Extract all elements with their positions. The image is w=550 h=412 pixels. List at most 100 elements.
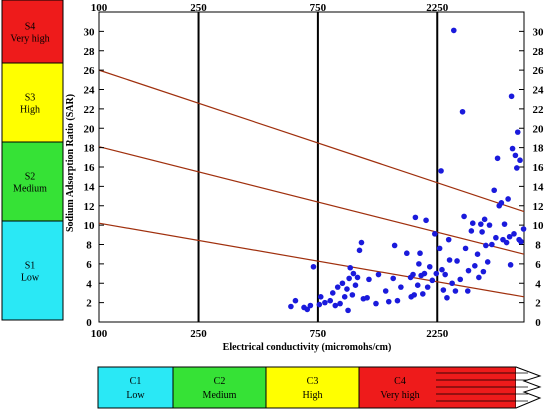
data-point xyxy=(506,233,513,240)
y-tick-label-right: 6 xyxy=(535,259,541,271)
data-point xyxy=(373,300,379,307)
y-tick-label-left: 6 xyxy=(86,259,92,271)
y-tick-label-left: 10 xyxy=(84,220,96,232)
data-point xyxy=(332,302,339,309)
y-tick-label-left: 12 xyxy=(84,201,96,213)
sodium-band-code: S4 xyxy=(25,22,36,33)
data-point xyxy=(341,294,348,300)
data-point xyxy=(433,270,440,277)
data-point xyxy=(444,294,450,301)
data-point xyxy=(465,267,472,274)
data-point xyxy=(478,221,484,227)
plot-frame xyxy=(98,11,525,323)
data-point xyxy=(503,239,510,246)
c4-arrow-icon xyxy=(436,366,542,409)
sodium-band-label: Low xyxy=(21,273,40,284)
data-point xyxy=(414,282,421,288)
data-point xyxy=(417,250,423,257)
data-point xyxy=(390,275,397,282)
sodium-band-s1 xyxy=(1,220,64,321)
salinity-band-c3 xyxy=(265,366,360,409)
y-tick-label-right: 30 xyxy=(533,26,545,38)
x-tick-label: 750 xyxy=(310,328,327,340)
data-point xyxy=(474,251,481,257)
data-point xyxy=(514,129,521,135)
y-tick-label-right: 28 xyxy=(533,46,545,58)
y-tick-label-right: 12 xyxy=(533,201,545,213)
data-point xyxy=(412,214,419,221)
data-point xyxy=(483,242,489,249)
data-point xyxy=(439,266,445,273)
sodium-band-code: S2 xyxy=(25,172,36,183)
salinity-band-c1 xyxy=(97,366,174,409)
y-tick-label-right: 26 xyxy=(533,65,545,77)
sar-boundary-line xyxy=(98,69,525,213)
y-tick-label-right: 20 xyxy=(533,123,545,135)
data-point xyxy=(484,259,491,265)
y-tick-label-left: 8 xyxy=(86,240,92,252)
data-point xyxy=(403,250,410,257)
y-tick-label-left: 2 xyxy=(86,298,92,310)
sodium-band-code: S3 xyxy=(25,93,36,104)
y-tick-label-left: 18 xyxy=(84,143,96,155)
x-top-label: 750 xyxy=(310,2,327,14)
data-point xyxy=(350,270,357,277)
data-point xyxy=(518,238,524,245)
y-tick-label-right: 14 xyxy=(533,181,545,193)
data-point xyxy=(375,271,382,278)
y-tick-label-right: 16 xyxy=(533,162,545,174)
data-point xyxy=(432,231,438,237)
data-point xyxy=(423,217,429,224)
data-point xyxy=(334,284,341,290)
data-point xyxy=(316,301,323,308)
data-point xyxy=(292,297,299,304)
data-point xyxy=(486,222,493,228)
data-point xyxy=(498,200,505,206)
data-point xyxy=(517,157,523,164)
data-point xyxy=(462,245,469,252)
data-point xyxy=(329,290,336,296)
y-tick-label-right: 2 xyxy=(535,298,541,310)
sodium-band-code: S1 xyxy=(25,261,36,272)
salinity-band-code: C3 xyxy=(307,376,319,387)
x-axis-title: Electrical conductivity (micromohs/cm) xyxy=(223,342,392,353)
y-tick-label-right: 0 xyxy=(535,317,541,329)
data-point xyxy=(364,294,370,301)
arrow-zigzag xyxy=(515,366,542,409)
data-point xyxy=(511,231,517,237)
x-tick-label: 2250 xyxy=(426,328,449,340)
data-point xyxy=(304,306,311,313)
data-point xyxy=(452,288,459,294)
data-point xyxy=(449,280,455,287)
data-point xyxy=(512,152,519,159)
data-point xyxy=(493,234,499,241)
y-tick-label-right: 24 xyxy=(533,85,545,97)
data-point xyxy=(322,299,328,306)
data-point xyxy=(346,275,352,282)
data-point xyxy=(507,262,514,268)
data-point xyxy=(440,287,447,293)
data-point xyxy=(459,108,466,115)
y-tick-label-left: 30 xyxy=(84,26,96,38)
data-point xyxy=(445,236,452,243)
x-top-label: 2250 xyxy=(426,2,449,14)
data-point xyxy=(310,263,317,270)
data-point xyxy=(356,247,363,254)
salinity-band-code: C2 xyxy=(214,376,226,387)
y-tick-label-left: 16 xyxy=(84,162,96,174)
data-point xyxy=(317,294,324,300)
data-point xyxy=(366,276,372,283)
data-point xyxy=(354,274,361,281)
data-point xyxy=(382,288,389,294)
data-point xyxy=(476,274,482,281)
salinity-band-label: Medium xyxy=(203,390,237,401)
salinity-band-label: Very high xyxy=(380,390,419,401)
data-point xyxy=(469,220,476,226)
salinity-band-label: High xyxy=(303,390,323,401)
sodium-band-s3 xyxy=(1,62,64,143)
y-tick-label-left: 0 xyxy=(86,317,92,329)
salinity-band-code: C4 xyxy=(394,376,406,387)
y-tick-label-right: 22 xyxy=(533,104,545,116)
